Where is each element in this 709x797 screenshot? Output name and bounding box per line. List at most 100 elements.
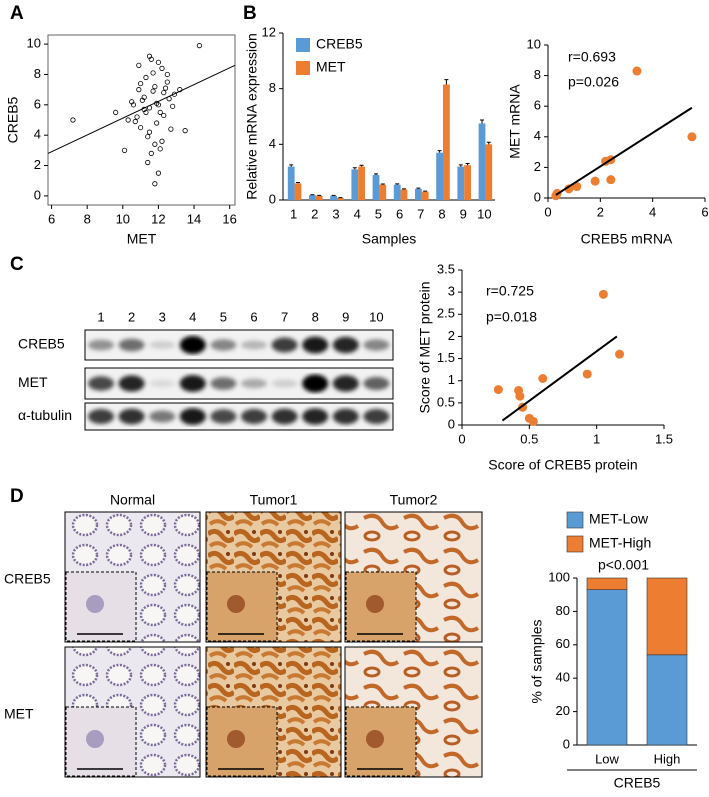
point [632,67,641,76]
x-tick-label: 2 [597,204,604,219]
bar [422,192,429,200]
x-tick-label: 12 [151,211,165,226]
point [156,60,160,64]
bar [485,144,492,200]
point [165,80,169,84]
y-tick-label: 6 [34,96,41,111]
error-bar [402,189,406,190]
legend-swatch [296,38,310,52]
point [529,417,538,426]
band [210,409,236,423]
point [197,43,201,47]
band [363,377,389,390]
point [583,370,592,379]
band [333,375,359,391]
band [88,340,114,351]
point [156,171,160,175]
blot-row-label: MET [18,374,48,390]
lane-label: 6 [250,309,257,324]
point [137,63,141,67]
error-bar [459,165,463,167]
point [591,177,600,186]
y-tick-label: 0 [34,187,41,202]
lane-label: 8 [312,309,319,324]
x-tick-label: 0 [458,431,465,446]
bar [295,183,302,200]
y-axis-label: Relative mRNA expression [244,33,260,200]
point [494,385,503,394]
bar [288,167,295,200]
y-tick-label: 6 [534,98,541,113]
point [144,75,148,79]
bar-segment [587,590,627,745]
band [333,409,359,425]
point [138,125,142,129]
band [119,409,145,425]
error-bar [360,165,364,166]
band [241,341,267,350]
band [88,409,114,424]
x-tick-label: 4 [354,206,361,221]
band [180,336,206,354]
legend-label: CREB5 [316,36,363,52]
y-tick-label: 4 [269,136,276,151]
lane-label: 9 [342,309,349,324]
x-tick-label: 16 [222,211,236,226]
band [272,338,298,353]
y-tick-label: 2 [34,157,41,172]
point [149,151,153,155]
point [135,115,139,119]
panel-label: A [10,3,24,24]
x-tick-label: Low [595,751,619,766]
point [162,113,166,117]
y-tick-label: 100 [548,569,570,584]
trendline [502,336,616,420]
point [126,118,130,122]
x-axis-label: CREB5 [614,775,661,791]
error-bar [444,80,448,85]
point [113,110,117,114]
bar [394,185,401,200]
band [180,408,206,425]
y-tick-label: 0 [448,416,455,431]
bar-segment [647,655,687,745]
x-tick-label: 6 [396,206,403,221]
point [153,142,157,146]
point [154,121,158,125]
point [515,392,524,401]
plot-frame [48,35,235,205]
lane-label: 1 [97,309,104,324]
point [538,374,547,383]
y-tick-label: 10 [527,36,541,51]
y-tick-label: 40 [556,670,570,685]
y-tick-label: 2.5 [437,306,455,321]
y-tick-label: 3 [448,284,455,299]
point [153,182,157,186]
ihc-nucleus [86,595,104,613]
band [210,377,236,390]
y-tick-label: 8 [269,80,276,95]
error-bar [374,174,378,175]
band [149,380,175,387]
point [133,119,137,123]
point [599,290,608,299]
bar [316,196,323,200]
point [146,160,150,164]
point [158,147,162,151]
point [122,148,126,152]
band [88,376,114,390]
point [151,71,155,75]
error-bar [296,182,300,183]
x-axis-label: Samples [362,231,416,247]
trendline [48,65,235,153]
x-tick-label: 2 [311,206,318,221]
x-tick-label: 0 [544,204,551,219]
x-tick-label: High [654,751,681,766]
point [147,130,151,134]
legend-swatch [567,512,583,528]
x-tick-label: 5 [375,206,382,221]
ihc-row-label: CREB5 [4,571,51,587]
x-tick-label: 3 [332,206,339,221]
bar [358,167,365,200]
band [272,380,298,388]
